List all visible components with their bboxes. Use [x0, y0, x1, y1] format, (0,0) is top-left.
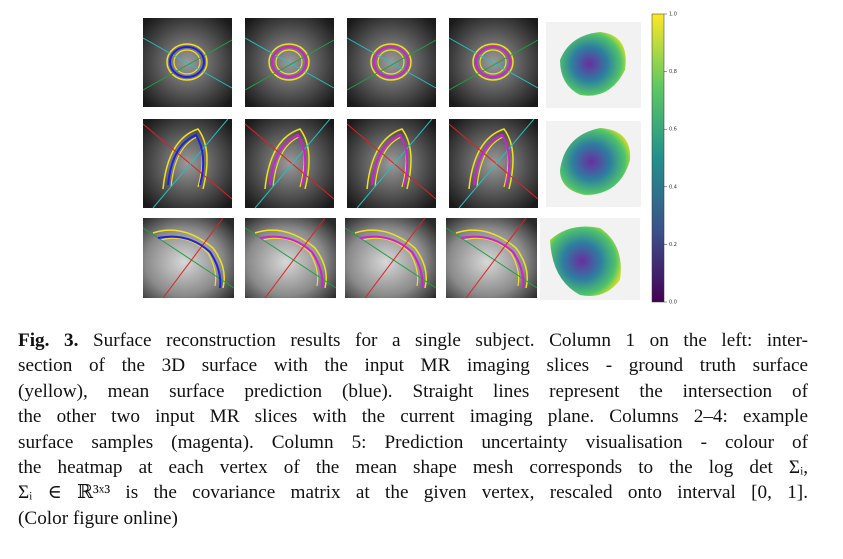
- colorbar-tick-label: 1.0: [669, 12, 677, 18]
- caption-line: the heatmap at each vertex of the mean s…: [18, 455, 808, 480]
- colorbar-tick-label: 0.6: [669, 127, 677, 133]
- caption-text: the heatmap at each vertex of the mean s…: [18, 457, 808, 479]
- colorbar-tick-label: 0.8: [669, 69, 677, 75]
- row-3: [142, 217, 640, 300]
- caption-line: (Color figure online): [18, 506, 808, 531]
- colorbar-ticks: 0.0 0.2 0.4 0.6 0.8 1.0: [664, 12, 677, 306]
- caption-line: (yellow), mean surface prediction (blue)…: [18, 379, 808, 404]
- caption-text: Surface reconstruction results for a sin…: [92, 330, 809, 351]
- row-2: [142, 118, 641, 209]
- caption-text: (Color figure online): [18, 507, 178, 529]
- caption-text: surface samples (magenta). Column 5: Pre…: [18, 431, 808, 453]
- caption-text: Σᵢ ∈ ℝ³ˣ³ is the covariance matrix at th…: [18, 482, 808, 504]
- caption-text: section of the 3D surface with the input…: [18, 355, 808, 377]
- colorbar-tick-label: 0.2: [669, 242, 677, 248]
- caption-text: the other two input MR slices with the c…: [18, 406, 808, 428]
- caption-line: section of the 3D surface with the input…: [18, 353, 808, 378]
- colorbar: [651, 13, 665, 303]
- colorbar-tick-label: 0.0: [669, 300, 677, 306]
- figure-label: Fig. 3.: [18, 330, 79, 351]
- caption-text: (yellow), mean surface prediction (blue)…: [18, 380, 808, 402]
- caption-line: the other two input MR slices with the c…: [18, 404, 808, 429]
- caption: Fig. 3. Surface reconstruction results f…: [18, 328, 808, 531]
- row-1: [142, 17, 641, 108]
- colorbar-tick-label: 0.4: [669, 184, 677, 190]
- figure: 0.0 0.2 0.4 0.6 0.8 1.0: [142, 12, 677, 306]
- caption-line: surface samples (magenta). Column 5: Pre…: [18, 430, 808, 455]
- caption-line: Fig. 3. Surface reconstruction results f…: [18, 328, 808, 353]
- caption-line: Σᵢ ∈ ℝ³ˣ³ is the covariance matrix at th…: [18, 480, 808, 505]
